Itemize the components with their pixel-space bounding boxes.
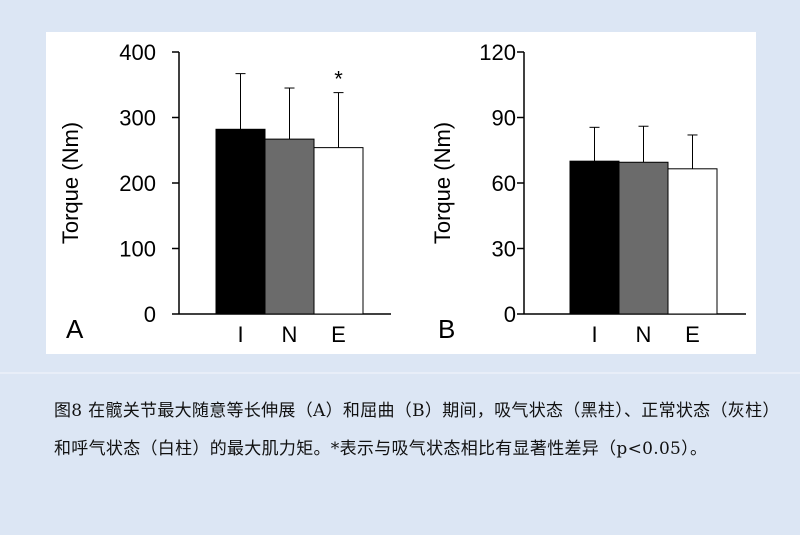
panel-b-bar-n [618, 161, 669, 315]
panel-b-x-tick-label: I [591, 322, 597, 347]
panel-b-y-tick-label: 0 [504, 302, 516, 327]
panel-a-y-tick-label: 100 [119, 237, 156, 262]
figure-caption: 图8 在髋关节最大随意等长伸展（A）和屈曲（B）期间，吸气状态（黑柱）、正常状态… [54, 401, 772, 459]
panel-a-y-axis-label: Torque (Nm) [58, 122, 83, 244]
panel-a-x-tick-label: N [282, 322, 298, 347]
panel-a-significance-mark: * [334, 67, 343, 92]
panel-b-x-tick-label: N [636, 322, 652, 347]
panel-a-bar-i [215, 128, 266, 315]
panel-a-y-tick-label: 0 [144, 302, 156, 327]
panel-b-y-tick-label: 30 [492, 237, 516, 262]
divider [0, 372, 800, 374]
panel-a-y-tick-label: 300 [119, 106, 156, 131]
chart-panel: 0 100 200 300 400 Torque (Nm) I N E * A 0 30 60 90 120 T… [46, 32, 756, 354]
panel-b-y-tick-label: 120 [479, 40, 516, 65]
panel-b-bar-e [667, 168, 718, 315]
panel-a-x-tick-label: E [331, 322, 346, 347]
panel-a-bar-e [313, 147, 364, 315]
panel-b-y-tick-label: 90 [492, 106, 516, 131]
panel-a-label: A [66, 314, 84, 344]
panel-b-bar-i [569, 160, 620, 315]
panel-a-y-tick-label: 400 [119, 40, 156, 65]
chart-svg: 0 100 200 300 400 Torque (Nm) I N E * A 0 30 60 90 120 T… [58, 40, 746, 347]
panel-a-y-tick-label: 200 [119, 171, 156, 196]
panel-b-y-axis-label: Torque (Nm) [430, 122, 455, 244]
panel-b-y-tick-label: 60 [492, 171, 516, 196]
panel-a-x-tick-label: I [237, 322, 243, 347]
panel-b-label: B [438, 314, 455, 344]
panel-a-bar-n [264, 138, 315, 315]
panel-b-x-tick-label: E [685, 322, 700, 347]
